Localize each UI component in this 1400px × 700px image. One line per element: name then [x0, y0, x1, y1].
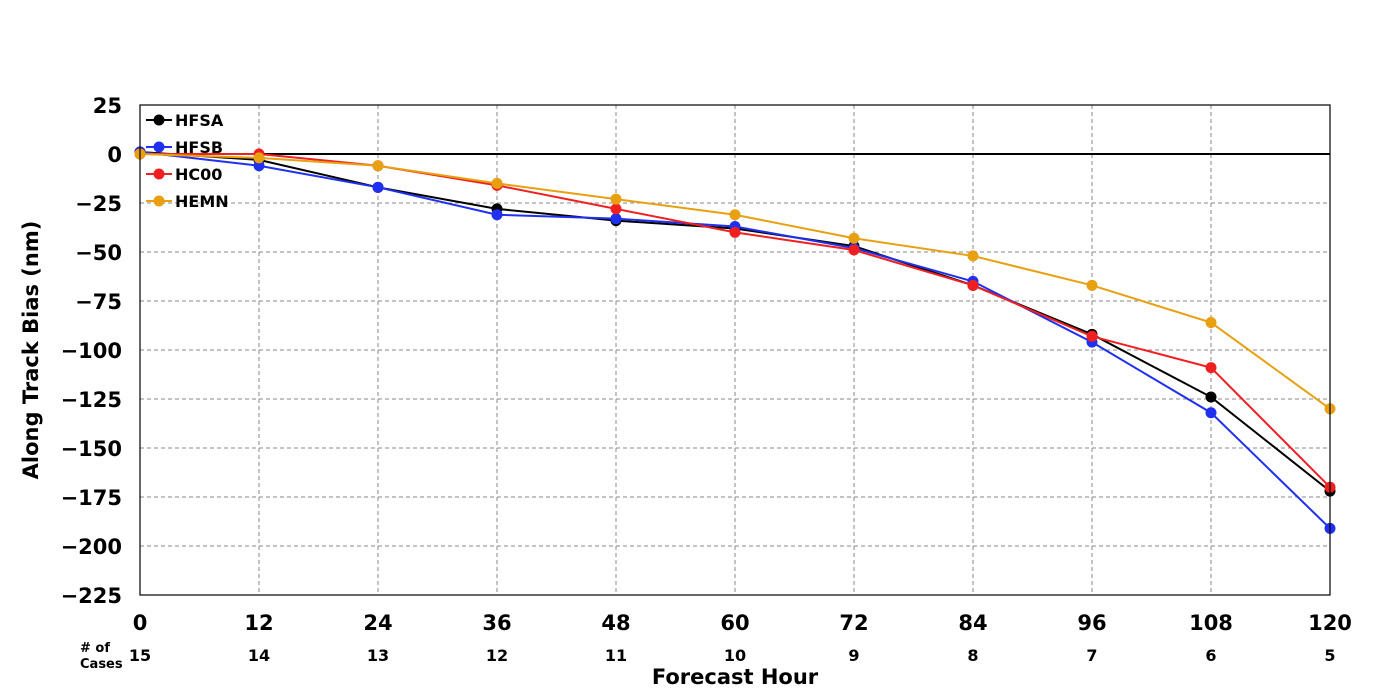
data-point-hemn — [1205, 317, 1217, 329]
case-count-label: 15 — [129, 646, 151, 665]
case-count-labels: 15 14 13 12 11 10 9 8 7 6 5 — [129, 646, 1336, 665]
x-tick-label: 36 — [482, 611, 511, 635]
data-point-hfsb — [491, 209, 503, 221]
x-tick-label: 84 — [958, 611, 987, 635]
y-tick-labels: 25 0 −25 −50 −75 −100 −125 −150 −175 −200 −225 — [61, 94, 122, 608]
data-point-hfsb — [253, 160, 265, 172]
case-count-label: 12 — [486, 646, 508, 665]
legend-label: HFSB — [175, 138, 223, 157]
x-tick-label: 0 — [133, 611, 148, 635]
data-point-hemn — [491, 177, 503, 189]
y-tick-label: −75 — [75, 290, 122, 314]
case-count-label: 7 — [1086, 646, 1097, 665]
legend-label: HC00 — [175, 165, 222, 184]
legend-item-hfsb: HFSB — [146, 138, 223, 157]
x-tick-label: 72 — [839, 611, 868, 635]
legend-swatch-marker — [153, 168, 165, 180]
data-point-hfsb — [1205, 407, 1217, 419]
case-count-label: 9 — [848, 646, 859, 665]
y-tick-label: 0 — [107, 143, 122, 167]
x-tick-label: 48 — [601, 611, 630, 635]
data-point-hfsb — [372, 181, 384, 193]
data-point-hc00 — [610, 203, 622, 215]
data-point-hemn — [729, 209, 741, 221]
legend-item-hc00: HC00 — [146, 165, 222, 184]
x-tick-label: 96 — [1077, 611, 1106, 635]
plot-frame — [139, 104, 1331, 596]
x-tick-label: 120 — [1308, 611, 1352, 635]
y-tick-label: −100 — [61, 339, 122, 363]
x-tick-labels: 0 12 24 36 48 60 72 84 96 108 120 — [133, 611, 1352, 635]
y-tick-label: −125 — [61, 388, 122, 412]
legend-label: HEMN — [175, 192, 229, 211]
data-point-hfsa — [1205, 391, 1217, 403]
case-count-label: 14 — [248, 646, 270, 665]
data-point-hemn — [253, 152, 265, 164]
case-count-label: 6 — [1205, 646, 1216, 665]
legend-item-hemn: HEMN — [146, 192, 229, 211]
x-tick-label: 12 — [244, 611, 273, 635]
data-point-hemn — [1086, 279, 1098, 291]
case-count-label: 5 — [1324, 646, 1335, 665]
data-point-hemn — [372, 160, 384, 172]
y-axis-title: Along Track Bias (nm) — [19, 221, 43, 480]
case-count-label: 8 — [967, 646, 978, 665]
data-point-hc00 — [967, 279, 979, 291]
y-tick-label: −150 — [61, 437, 122, 461]
grid-lines — [140, 105, 1330, 595]
legend: HFSA HFSB HC00 HEMN — [146, 111, 229, 211]
legend-swatch-marker — [153, 141, 165, 153]
data-point-hemn — [848, 232, 860, 244]
data-point-hc00 — [1205, 362, 1217, 374]
case-count-label: 13 — [367, 646, 389, 665]
cases-caption-line-2: Cases — [80, 657, 123, 672]
data-point-hc00 — [729, 226, 741, 238]
legend-swatch-marker — [153, 114, 165, 126]
x-tick-label: 108 — [1189, 611, 1233, 635]
data-point-hc00 — [1086, 330, 1098, 342]
data-point-hemn — [610, 193, 622, 205]
y-tick-label: −225 — [61, 584, 122, 608]
x-tick-label: 60 — [720, 611, 749, 635]
y-tick-label: −175 — [61, 486, 122, 510]
y-tick-label: −50 — [75, 241, 122, 265]
data-point-hc00 — [848, 244, 860, 256]
case-count-label: 11 — [605, 646, 627, 665]
data-point-hemn — [967, 250, 979, 262]
y-tick-label: −200 — [61, 535, 122, 559]
legend-swatch-marker — [153, 195, 165, 207]
y-tick-label: −25 — [75, 192, 122, 216]
x-tick-label: 24 — [363, 611, 392, 635]
legend-label: HFSA — [175, 111, 224, 130]
x-axis-title: Forecast Hour — [652, 665, 819, 689]
y-tick-label: 25 — [93, 94, 122, 118]
case-count-label: 10 — [724, 646, 746, 665]
cases-caption-line-1: # of — [80, 641, 110, 656]
legend-item-hfsa: HFSA — [146, 111, 224, 130]
data-point-hfsb — [610, 213, 622, 225]
